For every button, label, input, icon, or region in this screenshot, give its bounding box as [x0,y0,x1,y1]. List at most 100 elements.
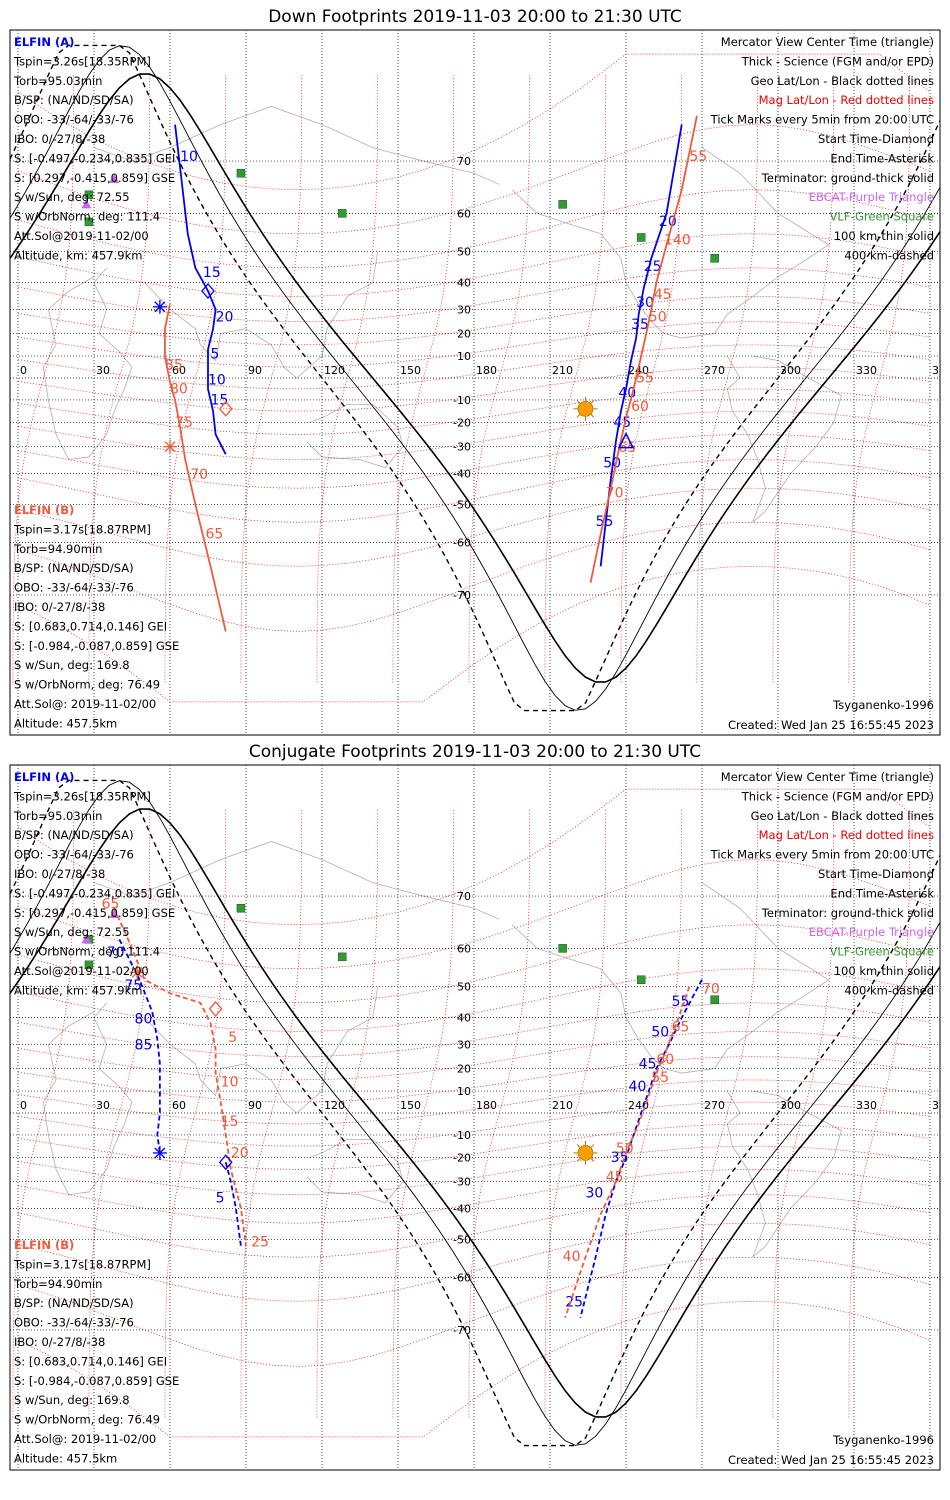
lon-tick-label: 120 [324,1099,345,1112]
created-timestamp: Created: Wed Jan 25 16:55:45 2023 [728,718,934,732]
spacecraft-label-a: ELFIN (A) [14,35,74,49]
spacecraft-info: Altitude: 457.5km [14,716,117,730]
spacecraft-info: Altitude, km: 457.9km [14,248,142,262]
sun-icon [573,1140,598,1165]
spacecraft-info: Altitude: 457.5km [14,1451,117,1465]
track-time-label: 70 [606,486,624,502]
spacecraft-info: Tspin=3.26s[18.35RPM] [13,54,151,68]
end-asterisk [163,439,177,454]
coastline [726,355,842,523]
mag-lat-line [17,1101,931,1147]
vlf-station [84,190,94,200]
legend-item: 400 km-dashed [844,983,934,997]
lat-tick-label: 60 [457,942,471,955]
legend-item: 100 km-thin solid [834,964,934,978]
lat-tick-label: -30 [453,441,471,454]
legend-item: EBCAT-Purple Triangle [809,925,934,939]
plot-frame [9,764,941,1471]
spacecraft-info: S w/OrbNorm, deg: 76.49 [14,1413,160,1427]
legend-item: VLF-Green Square [830,210,934,224]
track-time-label: 10 [180,149,198,165]
spacecraft-info: B/SP: (NA/ND/SD/SA) [14,1296,134,1310]
track-time-label: 70 [190,467,208,483]
terminator-400km [10,44,940,712]
lat-tick-label: 60 [457,207,471,220]
lat-tick-label: -20 [453,1152,471,1165]
spacecraft-info: B/SP: (NA/ND/SD/SA) [14,828,134,842]
footprint-track-b [589,115,698,583]
spacecraft-info: OBO: -33/-64/-33/-76 [14,1316,134,1330]
end-asterisk [152,299,167,314]
track-time-label: 70 [107,945,125,961]
ebcat-station [81,934,92,944]
lon-tick-label: 330 [856,364,877,377]
lat-tick-label: 40 [457,277,471,290]
track-time-label: 30 [585,1185,603,1201]
track-time-label: 25 [251,1234,269,1250]
spacecraft-info: Att.Sol@: 2019-11-02/00 [14,697,156,711]
legend-item: Thick - Science (FGM and/or EPD) [741,789,934,803]
track-time-label: 20 [216,310,234,326]
chart-panel-0: Down Footprints 2019-11-03 20:00 to 21:3… [9,7,941,736]
legend-item: Geo Lat/Lon - Black dotted lines [751,74,934,88]
spacecraft-info: B/SP: (NA/ND/SD/SA) [14,93,134,107]
legend-item: Mercator View Center Time (triangle) [721,35,934,49]
chart-title: Down Footprints 2019-11-03 20:00 to 21:3… [268,7,682,27]
track-time-label: 10 [208,373,226,389]
lat-tick-label: 10 [457,1085,471,1098]
terminator-ground [10,808,940,1418]
track-time-label: 20 [231,1146,249,1162]
track-time-label: 65 [672,1019,690,1035]
mag-lon-line [544,808,607,1418]
spacecraft-label-b: ELFIN (B) [14,1238,74,1252]
coastline [511,147,830,339]
lat-tick-label: 20 [457,1062,471,1075]
spacecraft-info: Att.Sol@2019-11-02/00 [14,964,149,978]
track-time-label: 40 [563,1249,581,1265]
legend-item: Start Time-Diamond [818,867,934,881]
legend-item: Start Time-Diamond [818,132,934,146]
track-time-label: 25 [644,259,662,275]
track-time-label: 80 [135,1011,153,1027]
track-time-label: 30 [636,295,654,311]
track-time-label: 50 [649,310,667,326]
lon-tick-label: 180 [476,364,497,377]
track-time-label: 35 [631,317,649,333]
lat-tick-label: 70 [457,155,471,168]
lon-tick-label: 90 [248,364,262,377]
legend-item: Mag Lat/Lon - Red dotted lines [759,828,934,842]
vlf-station [710,254,719,263]
track-time-label: 50 [651,1025,669,1041]
spacecraft-info: OBO: -33/-64/-33/-76 [14,848,134,862]
coastline [306,403,404,469]
lon-tick-label: 210 [552,1099,573,1112]
lon-tick-label: 300 [780,1099,801,1112]
spacecraft-info: IBO: 0/-27/8/-38 [14,1335,105,1349]
footprint-track-a [174,124,227,455]
lon-tick-label: 300 [780,364,801,377]
lon-tick-label: 0 [20,1099,27,1112]
spacecraft-label-a: ELFIN (A) [14,770,74,784]
lat-tick-label: -70 [453,589,471,602]
end-asterisk [130,965,145,980]
mag-lat-line [17,53,931,191]
legend-item: Terminator: ground-thick solid [761,171,934,185]
footprint-track-b [113,907,247,1247]
lon-tick-label: 30 [96,364,110,377]
spacecraft-info: Tspin=3.26s[18.35RPM] [13,789,151,803]
lon-tick-label: 330 [856,1099,877,1112]
lon-tick-label: 120 [324,364,345,377]
spacecraft-info: OBO: -33/-64/-33/-76 [14,581,134,595]
spacecraft-info: S w/Sun, deg: 72.55 [14,925,130,939]
track-time-label: 80 [170,381,188,397]
center-time-triangle [617,431,635,449]
track-time-label: 55 [636,370,654,386]
mag-lat-line [17,565,931,703]
track-time-label: 40 [629,1079,647,1095]
plot-frame [9,29,941,736]
map-area: 0 30 60 90 120 150 180 210 240 270 300 330 360 70 60 50… [10,765,940,1470]
lat-tick-label: -70 [453,1324,471,1337]
track-time-label: 55 [651,1070,669,1086]
mag-lon-line [316,73,379,683]
